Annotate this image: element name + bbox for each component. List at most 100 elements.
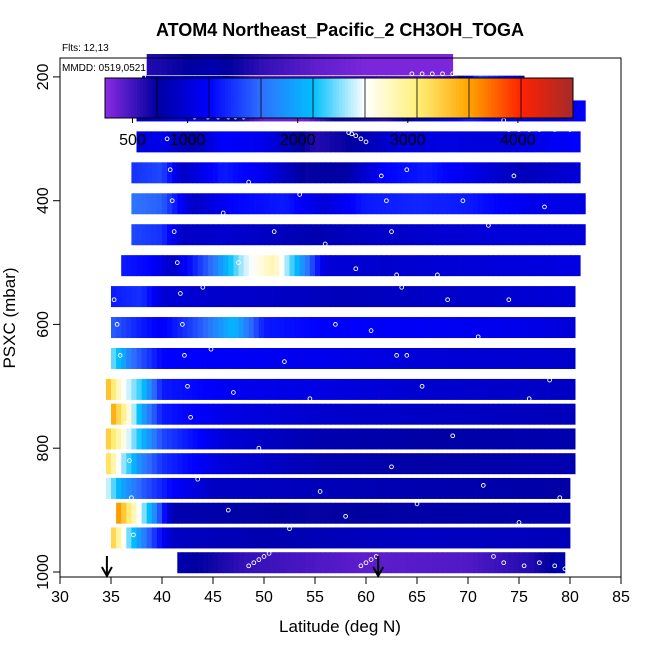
- plot-frame: [59, 57, 622, 578]
- heatmap-cell: [366, 162, 372, 184]
- heatmap-cell: [503, 162, 510, 184]
- heatmap-cell: [437, 378, 443, 400]
- heatmap-cell: [335, 54, 341, 76]
- heatmap-cell: [177, 453, 183, 475]
- heatmap-cell: [432, 54, 438, 76]
- heatmap-cell: [156, 527, 163, 549]
- heatmap-cell: [575, 100, 581, 122]
- sample-point: [450, 433, 456, 439]
- heatmap-cell: [151, 347, 158, 369]
- heatmap-cell: [111, 453, 117, 475]
- colorbar-segment: [189, 78, 194, 118]
- heatmap-cell: [197, 224, 204, 246]
- heatmap-cell: [544, 428, 550, 450]
- heatmap-cell: [554, 453, 561, 475]
- heatmap-cell: [386, 428, 392, 450]
- heatmap-cell: [223, 502, 229, 524]
- heatmap-cell: [243, 162, 250, 184]
- colorbar-segment: [564, 78, 568, 118]
- heatmap-cell: [524, 502, 530, 524]
- heatmap-cell: [544, 552, 550, 574]
- heatmap-cell: [279, 552, 285, 574]
- heatmap-cell: [223, 162, 229, 184]
- colorbar-segment: [341, 78, 346, 118]
- heatmap-cell: [406, 502, 413, 524]
- sample-point: [567, 127, 573, 132]
- heatmap-cell: [192, 347, 199, 369]
- heatmap-cell: [544, 224, 550, 246]
- heatmap-cell: [294, 317, 301, 339]
- heatmap-cell: [136, 477, 142, 499]
- heatmap-cell: [258, 378, 265, 400]
- heatmap-cell: [202, 527, 209, 549]
- heatmap-cell: [274, 317, 280, 339]
- heatmap-cell: [274, 131, 280, 153]
- heatmap-cell: [340, 193, 346, 215]
- heatmap-cell: [151, 453, 158, 475]
- heatmap-cell: [131, 378, 137, 400]
- heatmap-cell: [371, 552, 377, 574]
- sample-point: [287, 526, 292, 532]
- heatmap-cell: [264, 453, 270, 475]
- heatmap-cell: [218, 502, 224, 524]
- heatmap-cell: [146, 527, 153, 549]
- sample-point: [307, 396, 313, 402]
- colorbar-segment: [511, 78, 515, 118]
- heatmap-cell: [182, 403, 188, 425]
- heatmap-cell: [279, 347, 285, 369]
- heatmap-cell: [182, 502, 188, 524]
- heatmap-cell: [488, 162, 494, 184]
- heatmap-cell: [345, 54, 352, 76]
- heatmap-cell: [146, 428, 153, 450]
- heatmap-cell: [340, 477, 346, 499]
- heatmap-cell: [192, 131, 199, 153]
- heatmap-cell: [564, 255, 571, 277]
- colorbar-segment: [379, 78, 384, 118]
- heatmap-cell: [462, 527, 469, 549]
- heatmap-cell: [386, 131, 392, 153]
- heatmap-cell: [335, 477, 341, 499]
- heatmap-cell: [146, 131, 153, 153]
- heatmap-cell: [559, 477, 566, 499]
- heatmap-cell: [223, 453, 229, 475]
- heatmap-cell: [519, 286, 525, 308]
- heatmap-cell: [202, 131, 209, 153]
- heatmap-cell: [580, 193, 586, 215]
- heatmap-cell: [498, 317, 505, 339]
- heatmap-cell: [529, 552, 535, 574]
- heatmap-cell: [503, 477, 510, 499]
- heatmap-cell: [498, 378, 505, 400]
- heatmap-cell: [355, 255, 362, 277]
- heatmap-cell: [411, 54, 418, 76]
- heatmap-cell: [335, 162, 341, 184]
- heatmap-cell: [223, 403, 229, 425]
- heatmap-cell: [437, 453, 443, 475]
- heatmap-cell: [488, 527, 494, 549]
- heatmap-cell: [207, 224, 214, 246]
- heatmap-cell: [330, 224, 336, 246]
- colorbar-segment: [192, 78, 197, 118]
- sample-point: [251, 560, 257, 566]
- heatmap-cell: [442, 347, 448, 369]
- heatmap-cell: [258, 162, 265, 184]
- heatmap-cell: [519, 347, 525, 369]
- colorbar-segment: [567, 78, 571, 118]
- heatmap-cell: [498, 477, 505, 499]
- colorbar-segment: [306, 78, 311, 118]
- sample-point: [429, 247, 435, 253]
- heatmap-cell: [269, 162, 275, 184]
- colorbar-segment: [491, 78, 495, 118]
- heatmap-cell: [473, 286, 479, 308]
- sample-point: [562, 566, 568, 572]
- heatmap-cell: [253, 477, 260, 499]
- sample-point: [501, 560, 507, 566]
- heatmap-cell: [182, 224, 188, 246]
- heatmap-cell: [498, 255, 505, 277]
- heatmap-cell: [335, 502, 341, 524]
- heatmap-cell: [207, 54, 214, 76]
- heatmap-cell: [345, 224, 352, 246]
- heatmap-cell: [330, 162, 336, 184]
- heatmap-cell: [396, 131, 403, 153]
- heatmap-cell: [386, 502, 392, 524]
- heatmap-cell: [172, 453, 178, 475]
